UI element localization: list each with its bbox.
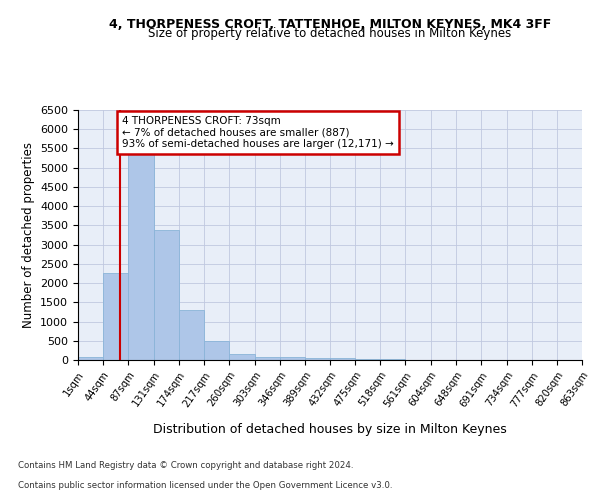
Text: Contains HM Land Registry data © Crown copyright and database right 2024.: Contains HM Land Registry data © Crown c… xyxy=(18,461,353,470)
Bar xyxy=(128,152,154,360)
Text: 4, THORPENESS CROFT, TATTENHOE, MILTON KEYNES, MK4 3FF: 4, THORPENESS CROFT, TATTENHOE, MILTON K… xyxy=(109,18,551,30)
Text: 4 THORPENESS CROFT: 73sqm
← 7% of detached houses are smaller (887)
93% of semi-: 4 THORPENESS CROFT: 73sqm ← 7% of detach… xyxy=(122,116,394,149)
Bar xyxy=(179,310,204,360)
Bar xyxy=(103,272,128,360)
Text: Distribution of detached houses by size in Milton Keynes: Distribution of detached houses by size … xyxy=(153,422,507,436)
Text: Contains public sector information licensed under the Open Government Licence v3: Contains public sector information licen… xyxy=(18,481,392,490)
Bar xyxy=(305,358,330,360)
Bar xyxy=(78,357,103,360)
Bar xyxy=(229,354,254,360)
Bar xyxy=(330,358,355,360)
Bar xyxy=(254,357,280,360)
Y-axis label: Number of detached properties: Number of detached properties xyxy=(22,142,35,328)
Bar xyxy=(154,230,179,360)
Bar xyxy=(204,341,229,360)
Text: Size of property relative to detached houses in Milton Keynes: Size of property relative to detached ho… xyxy=(148,28,512,40)
Bar xyxy=(280,357,305,360)
Bar xyxy=(355,359,380,360)
